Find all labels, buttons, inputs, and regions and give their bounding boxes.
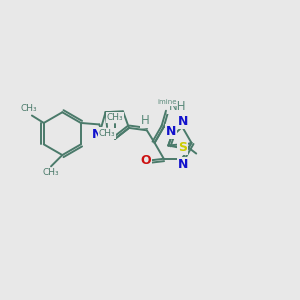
Text: O: O bbox=[141, 154, 151, 167]
Text: imine: imine bbox=[157, 100, 176, 106]
Text: CH₃: CH₃ bbox=[99, 129, 116, 138]
Text: N: N bbox=[166, 125, 176, 138]
Text: H: H bbox=[141, 114, 150, 127]
Text: S: S bbox=[178, 141, 187, 154]
Text: CH₃: CH₃ bbox=[42, 168, 59, 177]
Text: CH₃: CH₃ bbox=[20, 104, 37, 113]
Text: N: N bbox=[178, 158, 189, 171]
Text: CH₃: CH₃ bbox=[107, 113, 124, 122]
Text: N: N bbox=[178, 115, 189, 128]
Text: N: N bbox=[92, 128, 102, 141]
Text: NH: NH bbox=[168, 100, 186, 113]
